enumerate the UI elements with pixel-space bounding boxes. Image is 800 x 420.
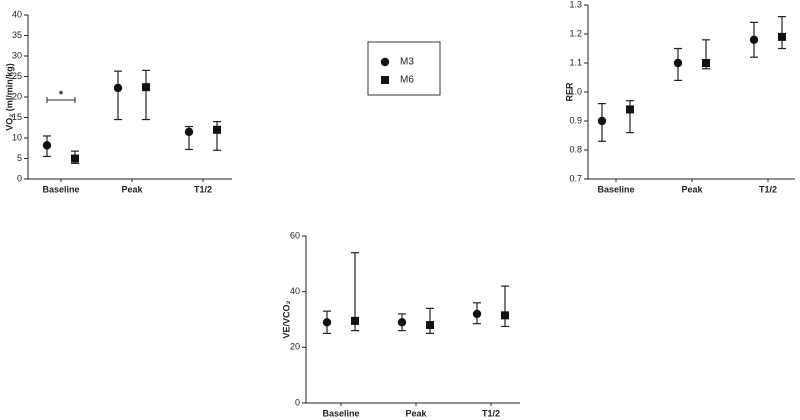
error-bar: [501, 285, 509, 328]
data-point: [71, 154, 79, 163]
y-tick-label: 40: [12, 9, 22, 19]
y-tick-label: 20: [290, 342, 300, 352]
y-tick-label: 30: [12, 50, 22, 60]
y-tick-label: 0.9: [569, 115, 582, 125]
x-tick-label: Peak: [405, 408, 427, 418]
x-tick-label: Baseline: [42, 184, 79, 194]
y-tick-label: 0.8: [569, 144, 582, 154]
error-bar: [426, 307, 434, 335]
legend-marker: [381, 76, 389, 84]
x-tick-label: T1/2: [482, 408, 500, 418]
error-bar: [114, 70, 122, 121]
x-tick-label: T1/2: [194, 184, 212, 194]
y-axis-label: VO₂ (ml/min/kg): [4, 63, 14, 131]
y-tick-label: 1.0: [569, 86, 582, 96]
data-point: [673, 58, 683, 68]
y-tick-label: 15: [12, 112, 22, 122]
x-tick-label: Baseline: [597, 184, 634, 194]
y-tick-label: 1.3: [569, 0, 582, 9]
data-point: [472, 309, 482, 319]
x-tick-label: Peak: [681, 184, 703, 194]
data-point: [597, 116, 607, 126]
data-point: [213, 125, 221, 134]
data-point: [426, 321, 434, 330]
x-tick-label: Peak: [121, 184, 143, 194]
data-point: [702, 59, 710, 67]
y-tick-label: 10: [12, 132, 22, 142]
data-point: [397, 318, 407, 327]
legend-marker: [380, 57, 390, 67]
y-tick-label: 40: [290, 286, 300, 296]
data-point: [778, 32, 786, 41]
y-tick-label: 20: [12, 91, 22, 101]
x-tick-label: Baseline: [322, 408, 359, 418]
error-bar: [778, 16, 786, 50]
data-point: [184, 127, 194, 137]
data-point: [113, 83, 123, 93]
legend-label: M3: [400, 57, 414, 68]
legend-box: [367, 41, 441, 96]
y-tick-label: 1.2: [569, 28, 582, 38]
data-point: [322, 318, 332, 327]
data-point: [351, 316, 359, 325]
y-tick-label: 35: [12, 30, 22, 40]
error-bar: [142, 69, 150, 121]
annotation: *: [59, 89, 64, 101]
y-tick-label: 25: [12, 71, 22, 81]
y-axis-label: VE/VCO₂: [281, 300, 291, 338]
x-tick-label: T1/2: [759, 184, 777, 194]
data-point: [626, 105, 634, 114]
data-point: [501, 311, 509, 320]
data-point: [142, 83, 150, 92]
y-tick-label: 0.7: [569, 173, 582, 183]
legend-label: M6: [400, 75, 414, 86]
y-tick-label: 1.1: [569, 57, 582, 67]
data-point: [749, 35, 759, 44]
y-axis-label: RER: [564, 82, 574, 102]
data-point: [42, 141, 52, 150]
y-tick-label: 0: [295, 397, 300, 407]
y-tick-label: 0: [17, 173, 22, 183]
y-tick-label: 5: [17, 153, 22, 163]
y-tick-label: 60: [290, 230, 300, 240]
